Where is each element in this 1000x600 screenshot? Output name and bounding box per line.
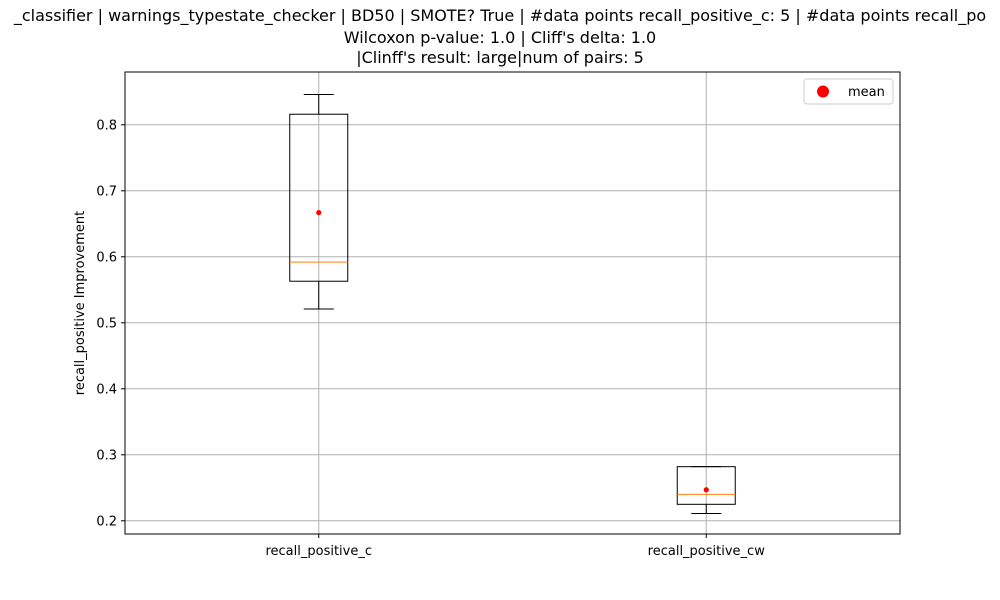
legend-box xyxy=(803,78,894,105)
legend-mean-marker xyxy=(817,85,829,98)
mean-marker xyxy=(703,487,709,493)
y-tick-label: 0.8 xyxy=(96,118,117,133)
y-tick-label: 0.7 xyxy=(96,184,117,199)
mean-marker xyxy=(316,209,322,216)
x-tick-label: recall_positive_c xyxy=(265,544,372,559)
legend-mean-label: mean xyxy=(848,85,885,100)
box-recall_positive_c xyxy=(289,93,349,310)
chart-title-line-3: |Clinff's result: large|num of pairs: 5 xyxy=(356,48,644,67)
y-tick-label: 0.3 xyxy=(96,448,117,463)
plot-frame xyxy=(124,71,901,535)
y-tick-label: 0.2 xyxy=(96,514,117,529)
y-axis-label: recall_positive Improvement xyxy=(73,211,88,395)
box-recall_positive_cw xyxy=(676,466,736,515)
chart-title-line-1: _classifier | warnings_typestate_checker… xyxy=(13,6,987,25)
iqr-box xyxy=(289,113,349,282)
grid-layer xyxy=(125,72,900,534)
box-layer xyxy=(289,93,736,515)
y-tick-label: 0.4 xyxy=(96,382,117,397)
y-tick-label: 0.6 xyxy=(96,250,117,265)
x-tick-label: recall_positive_cw xyxy=(648,544,766,559)
tick-layer: 0.2 0.3 0.4 0.5 0.6 0.7 0.8 recall_positive_c re… xyxy=(96,118,765,559)
chart-title-line-2: Wilcoxon p-value: 1.0 | Cliff's delta: 1… xyxy=(343,28,657,47)
iqr-box xyxy=(676,466,736,505)
y-tick-label: 0.5 xyxy=(96,316,117,331)
legend: mean xyxy=(803,78,894,105)
